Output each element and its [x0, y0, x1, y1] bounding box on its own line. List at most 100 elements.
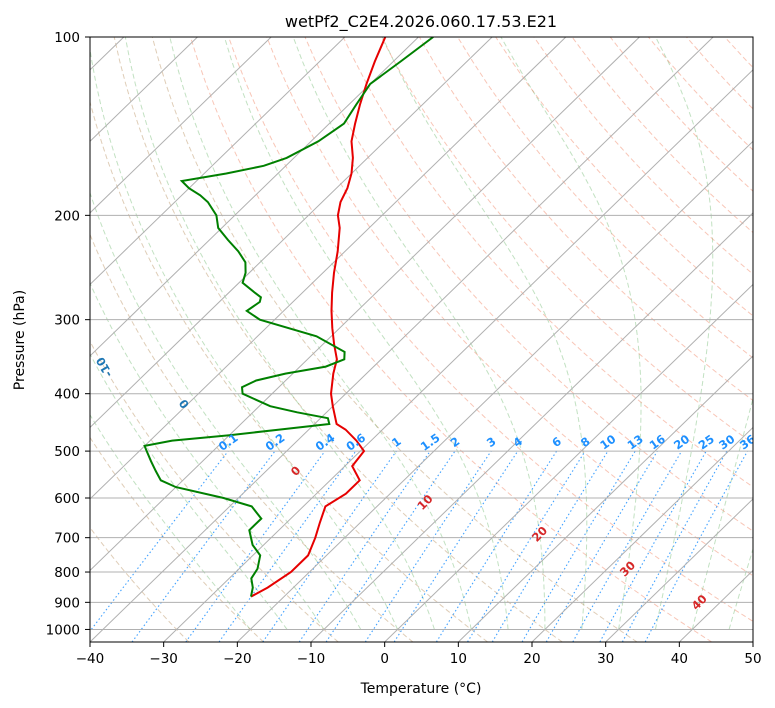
- y-tick-label: 700: [54, 531, 80, 547]
- mixing-ratio-line: [90, 450, 229, 633]
- isotherm-line: [752, 641, 753, 642]
- dry-adiabat: [418, 37, 753, 402]
- moist-adiabat: [381, 37, 588, 630]
- isotherm-line: [90, 37, 640, 572]
- moist-adiabat: [124, 37, 435, 630]
- isotherm-line: [90, 37, 567, 500]
- x-tick-label: −10: [297, 651, 326, 667]
- x-tick-label: 20: [523, 651, 540, 667]
- dry-adiabat: [304, 37, 753, 532]
- moist-adiabat: [169, 37, 472, 630]
- mixing-ratio-label: 10: [597, 432, 618, 453]
- dry-adiabat: [228, 37, 753, 622]
- mixing-ratio-label: 0.4: [313, 431, 338, 454]
- x-tick-label: 50: [744, 651, 761, 667]
- dry-adiabat: [90, 526, 190, 642]
- mixing-ratio-line: [364, 450, 492, 642]
- moist-adiabat: [728, 547, 753, 630]
- dry-adiabat: [190, 37, 712, 642]
- mixing-ratio-line: [491, 450, 609, 642]
- y-axis: 1000 900 800 700 600 500 400 300 200 100: [46, 30, 90, 638]
- isotherm-line: [90, 37, 419, 357]
- x-axis: −40 −30 −20 −10 0 10 20 30 40 50: [76, 642, 762, 667]
- moist-adiabat: [654, 37, 714, 630]
- mixing-ratio-line: [298, 450, 431, 642]
- y-tick-label: 100: [54, 30, 80, 46]
- dry-adiabat: [763, 37, 775, 642]
- y-tick-label: 900: [54, 595, 80, 611]
- mixing-ratio-line: [185, 450, 326, 642]
- isotherm-line: [90, 37, 346, 286]
- moist-adiabat: [691, 396, 753, 630]
- dry-adiabat: [457, 37, 753, 359]
- x-tick-label: 30: [597, 651, 614, 667]
- mixing-ratio-line: [621, 450, 728, 642]
- x-tick-label: 10: [450, 651, 467, 667]
- x-axis-label: Temperature (°C): [360, 681, 482, 697]
- y-tick-label: 300: [54, 313, 80, 329]
- dry-adiabat: [571, 37, 753, 234]
- moist-adiabats: [90, 37, 775, 630]
- isotherm-line: [236, 140, 753, 642]
- mixing-ratio-line: [467, 450, 586, 642]
- moist-adiabat-label: 0: [288, 463, 304, 479]
- reference-line-labels: -100-90-80-70-60-50-40-30-20-1000.10.20.…: [93, 355, 758, 613]
- dry-adiabat: [113, 37, 563, 642]
- moist-adiabat-label: 20: [529, 523, 550, 544]
- mixing-ratio-label: 30: [716, 432, 737, 453]
- mixing-ratio-label: 20: [671, 432, 692, 453]
- mixing-ratio-label: 2: [448, 434, 463, 450]
- dry-adiabat: [90, 436, 264, 642]
- mixing-ratio-line: [521, 450, 636, 642]
- y-tick-label: 800: [54, 565, 80, 581]
- moist-adiabat: [223, 37, 509, 630]
- dry-adiabat: [90, 340, 339, 642]
- isotherm-line: [90, 37, 493, 429]
- isotherm-line: [163, 69, 753, 642]
- mixing-ratio-line: [393, 450, 519, 642]
- isotherm-line: [90, 37, 272, 214]
- dry-adiabat: [151, 37, 638, 642]
- isotherm-line: [605, 498, 753, 642]
- mixing-ratio-line: [325, 450, 456, 642]
- dry-adiabats: [90, 37, 775, 642]
- isotherm-line: [90, 37, 714, 642]
- moist-adiabat: [292, 37, 546, 630]
- mixing-ratio-label: 1: [389, 434, 404, 450]
- mixing-ratio-label: 16: [647, 432, 668, 453]
- mixing-ratio-label: 36: [737, 432, 758, 453]
- mixing-ratio-line: [262, 450, 397, 642]
- moist-adiabat: [90, 46, 399, 630]
- dry-adiabat: [342, 37, 753, 488]
- sounding-traces: [143, 37, 434, 598]
- isotherm-line: [531, 426, 753, 642]
- moist-adiabat: [766, 37, 775, 629]
- x-tick-label: 40: [671, 651, 688, 667]
- mixing-ratio-line: [572, 450, 683, 642]
- moist-adiabat-label: 30: [617, 558, 638, 579]
- mixing-ratio-label: 25: [696, 432, 717, 453]
- y-tick-label: 200: [54, 208, 80, 224]
- chart-title: wetPf2_C2E4.2026.060.17.53.E21: [285, 12, 557, 32]
- isotherm-line: [457, 355, 753, 642]
- dry-adiabat: [533, 37, 753, 275]
- y-tick-label: 1000: [46, 622, 80, 638]
- moist-adiabat-label: 10: [414, 492, 435, 513]
- moist-adiabat: [90, 281, 325, 630]
- x-tick-label: 0: [380, 651, 389, 667]
- plot-frame: [89, 36, 754, 643]
- dry-adiabat: [724, 37, 753, 69]
- mixing-ratio-label: 0.2: [263, 431, 288, 454]
- dry-adiabat: [648, 37, 753, 151]
- moist-adiabat: [90, 413, 251, 630]
- grid-lines: [90, 37, 753, 642]
- y-tick-label: 500: [54, 444, 80, 460]
- x-tick-label: −40: [76, 651, 105, 667]
- moist-adiabat-label: 40: [689, 592, 710, 613]
- mixing-ratio-label: 1.5: [418, 431, 443, 454]
- mixing-ratio-line: [599, 450, 707, 642]
- plot-area: -100-90-80-70-60-50-40-30-20-1000.10.20.…: [90, 37, 775, 642]
- dewpoint-trace: [143, 37, 434, 597]
- dry-adiabat: [266, 37, 753, 577]
